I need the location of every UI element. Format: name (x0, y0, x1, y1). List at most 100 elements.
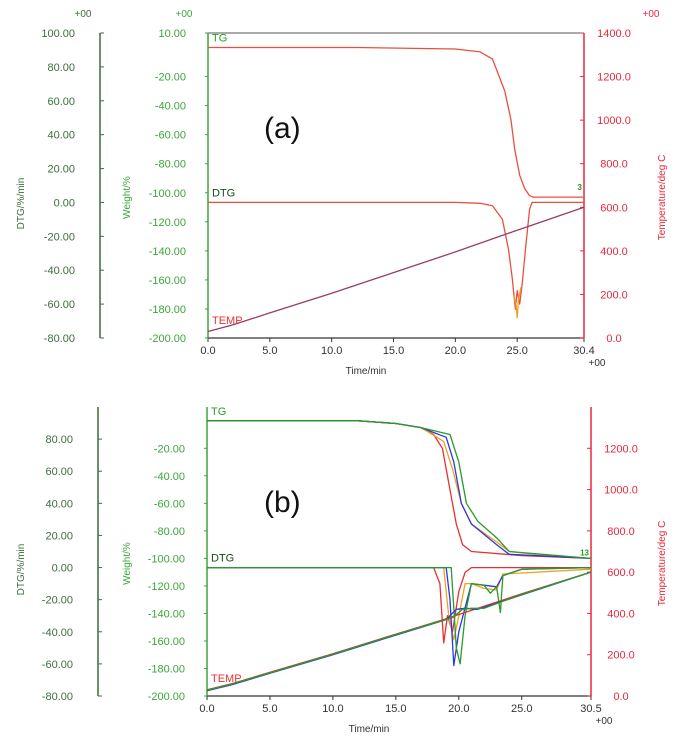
dtg-tick-label: 60.00 (45, 466, 73, 478)
weight-tick-label: -20.00 (155, 72, 186, 84)
x-axis-label: Time/min (346, 366, 387, 377)
weight-axis-label: Weight/% (122, 542, 133, 585)
dtg-tick-label: -80.00 (42, 691, 73, 703)
x-tick-label: 20.0 (448, 703, 469, 715)
dtg-tick-label: 0.00 (54, 197, 75, 209)
weight-tick-label: -60.00 (155, 130, 186, 142)
temp-tick-label: 0.0 (613, 691, 628, 703)
weight-tick-label: -40.00 (155, 101, 186, 113)
temp-tick-label: 1000.0 (604, 485, 638, 497)
dtg-axis-label: DTG/%/min (16, 178, 27, 230)
series-tg-line (207, 420, 592, 560)
temp-tick-label: 800.0 (607, 526, 635, 538)
weight-tick-label: -60.00 (154, 498, 185, 510)
temp-tick-label: 1200.0 (604, 443, 638, 455)
x-tick-label: 15.0 (385, 703, 406, 715)
dtg-tick-label: 0.00 (52, 563, 73, 575)
series-dtg-line (207, 566, 592, 641)
dtg-axis-label: DTG/%/min (16, 544, 27, 596)
weight-tick-label: -200.00 (149, 333, 186, 345)
weight-tick-label: 10.00 (158, 28, 186, 40)
x-tick-label: 30.4 (573, 345, 594, 357)
x-tick-label: 5.0 (262, 345, 277, 357)
weight-tick-label: -20.00 (154, 443, 185, 455)
weight-tick-label: -100.00 (148, 553, 185, 565)
dtg-tick-label: 80.00 (45, 434, 73, 446)
temp-tick-label: 0.0 (606, 333, 621, 345)
dtg-tick-label: -60.00 (42, 659, 73, 671)
temp-curve-label: TEMP (211, 673, 242, 685)
series-dtg-line (512, 287, 522, 319)
dtg-tick-label: 20.00 (47, 164, 75, 176)
series-dtg-line (207, 566, 592, 665)
temp-tick-label: 200.0 (607, 650, 635, 662)
weight-tick-label: -160.00 (148, 636, 185, 648)
temp-tick-label: 200.0 (600, 289, 628, 301)
dtg-tick-label: 60.00 (47, 96, 75, 108)
temp-tick-label: 800.0 (600, 159, 628, 171)
temp-exponent-label: +00 (643, 9, 660, 20)
x-tick-label: 10.0 (321, 345, 342, 357)
temp-tick-label: 1400.0 (597, 28, 631, 40)
panel-label: (a) (264, 112, 301, 145)
weight-tick-label: -80.00 (155, 159, 186, 171)
temp-tick-label: 400.0 (607, 608, 635, 620)
chart-panel-a: 0.0 5.0 10.0 15.0 20.0 25.0 30.4Time/min+00100… (16, 9, 668, 377)
weight-tick-label: -140.00 (149, 246, 186, 258)
dtg-tick-label: -80.00 (44, 333, 75, 345)
panel-label: (b) (264, 486, 301, 519)
weight-axis-label: Weight/% (122, 176, 133, 219)
temp-axis-label: Temperature/deg C (657, 521, 668, 607)
series-temp-line (207, 206, 585, 333)
temp-axis-label: Temperature/deg C (657, 155, 668, 241)
dtg-tick-label: 20.00 (45, 530, 73, 542)
dtg-tick-label: -40.00 (42, 627, 73, 639)
weight-tick-label: -160.00 (149, 275, 186, 287)
weight-tick-label: -180.00 (148, 663, 185, 675)
tg-curve-label: TG (211, 406, 226, 418)
dtg-tick-label: 80.00 (47, 62, 75, 74)
dtg-curve-label: DTG (212, 187, 235, 199)
temp-tick-label: 400.0 (600, 246, 628, 258)
series-tg-line (208, 46, 584, 198)
dtg-exponent-label: +00 (75, 9, 92, 20)
dtg-tick-label: 100.00 (41, 28, 75, 40)
x-tick-label: 30.5 (580, 703, 601, 715)
temp-curve-label: TEMP (212, 315, 243, 327)
temp-tick-label: 1000.0 (597, 115, 631, 127)
chart-panel-b: 0.0 5.0 10.0 15.0 20.0 25.0 30.5 Time/min +00 80.… (16, 406, 668, 735)
temp-tick-label: 1200.0 (597, 72, 631, 84)
weight-tick-label: -200.00 (148, 691, 185, 703)
series-end-marker: 3 (578, 183, 583, 192)
x-tick-label: 0.0 (200, 345, 215, 357)
dtg-tick-label: -40.00 (44, 265, 75, 277)
x-tick-label: 0.0 (199, 703, 214, 715)
dtg-tick-label: 40.00 (47, 130, 75, 142)
weight-tick-label: -100.00 (149, 188, 186, 200)
dtg-curve-label: DTG (211, 553, 234, 565)
weight-tick-label: -80.00 (154, 526, 185, 538)
dtg-tick-label: -20.00 (44, 231, 75, 243)
time-exponent-label: +00 (589, 358, 606, 369)
weight-tick-label: -140.00 (148, 608, 185, 620)
series-dtg-line (207, 566, 591, 644)
series-dtg-line (208, 201, 584, 310)
tg-curve-label: TG (212, 33, 227, 45)
weight-tick-label: -120.00 (149, 217, 186, 229)
series-temp-line (206, 571, 592, 691)
series-end-marker: 13 (580, 548, 589, 557)
weight-tick-label: -120.00 (148, 581, 185, 593)
dtg-tick-label: -20.00 (42, 595, 73, 607)
dtg-tick-label: 40.00 (45, 498, 73, 510)
temp-tick-label: 600.0 (600, 202, 628, 214)
x-tick-label: 25.0 (511, 703, 532, 715)
x-axis-label: Time/min (349, 724, 390, 735)
series-dtg-line (207, 566, 592, 667)
x-tick-label: 10.0 (322, 703, 343, 715)
series-temp-line (206, 571, 592, 691)
x-tick-label: 15.0 (383, 345, 404, 357)
dtg-tick-label: -60.00 (44, 299, 75, 311)
temp-tick-label: 600.0 (607, 567, 635, 579)
weight-exponent-label: +00 (176, 9, 193, 20)
